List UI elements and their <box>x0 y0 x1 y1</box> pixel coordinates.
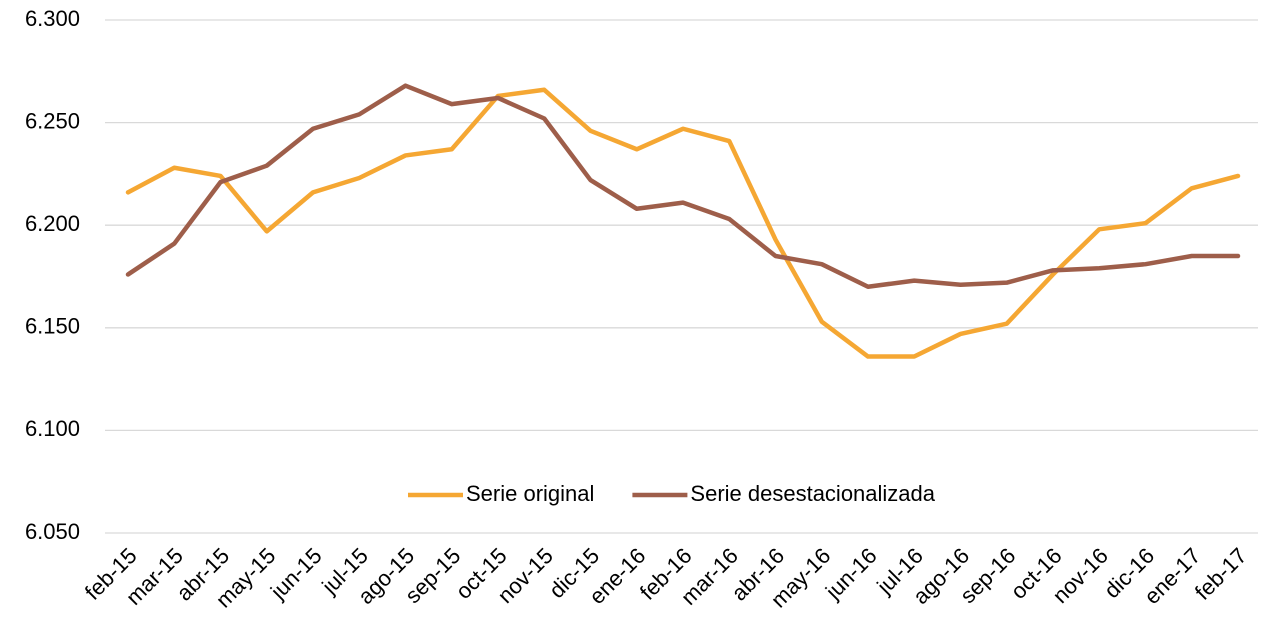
y-tick-label: 6.200 <box>25 211 80 236</box>
y-tick-label: 6.150 <box>25 314 80 339</box>
series-line <box>125 87 1241 359</box>
legend-label: Serie original <box>466 481 594 506</box>
x-tick-label: feb-17 <box>1190 543 1252 605</box>
y-tick-label: 6.250 <box>25 108 80 133</box>
legend-label: Serie desestacionalizada <box>690 481 935 506</box>
y-tick-label: 6.050 <box>25 519 80 544</box>
x-tick-label: jun-15 <box>265 543 327 605</box>
x-tick-label: jun-16 <box>820 543 882 605</box>
series-line <box>125 83 1241 290</box>
y-tick-label: 6.300 <box>25 6 80 31</box>
y-tick-label: 6.100 <box>25 416 80 441</box>
